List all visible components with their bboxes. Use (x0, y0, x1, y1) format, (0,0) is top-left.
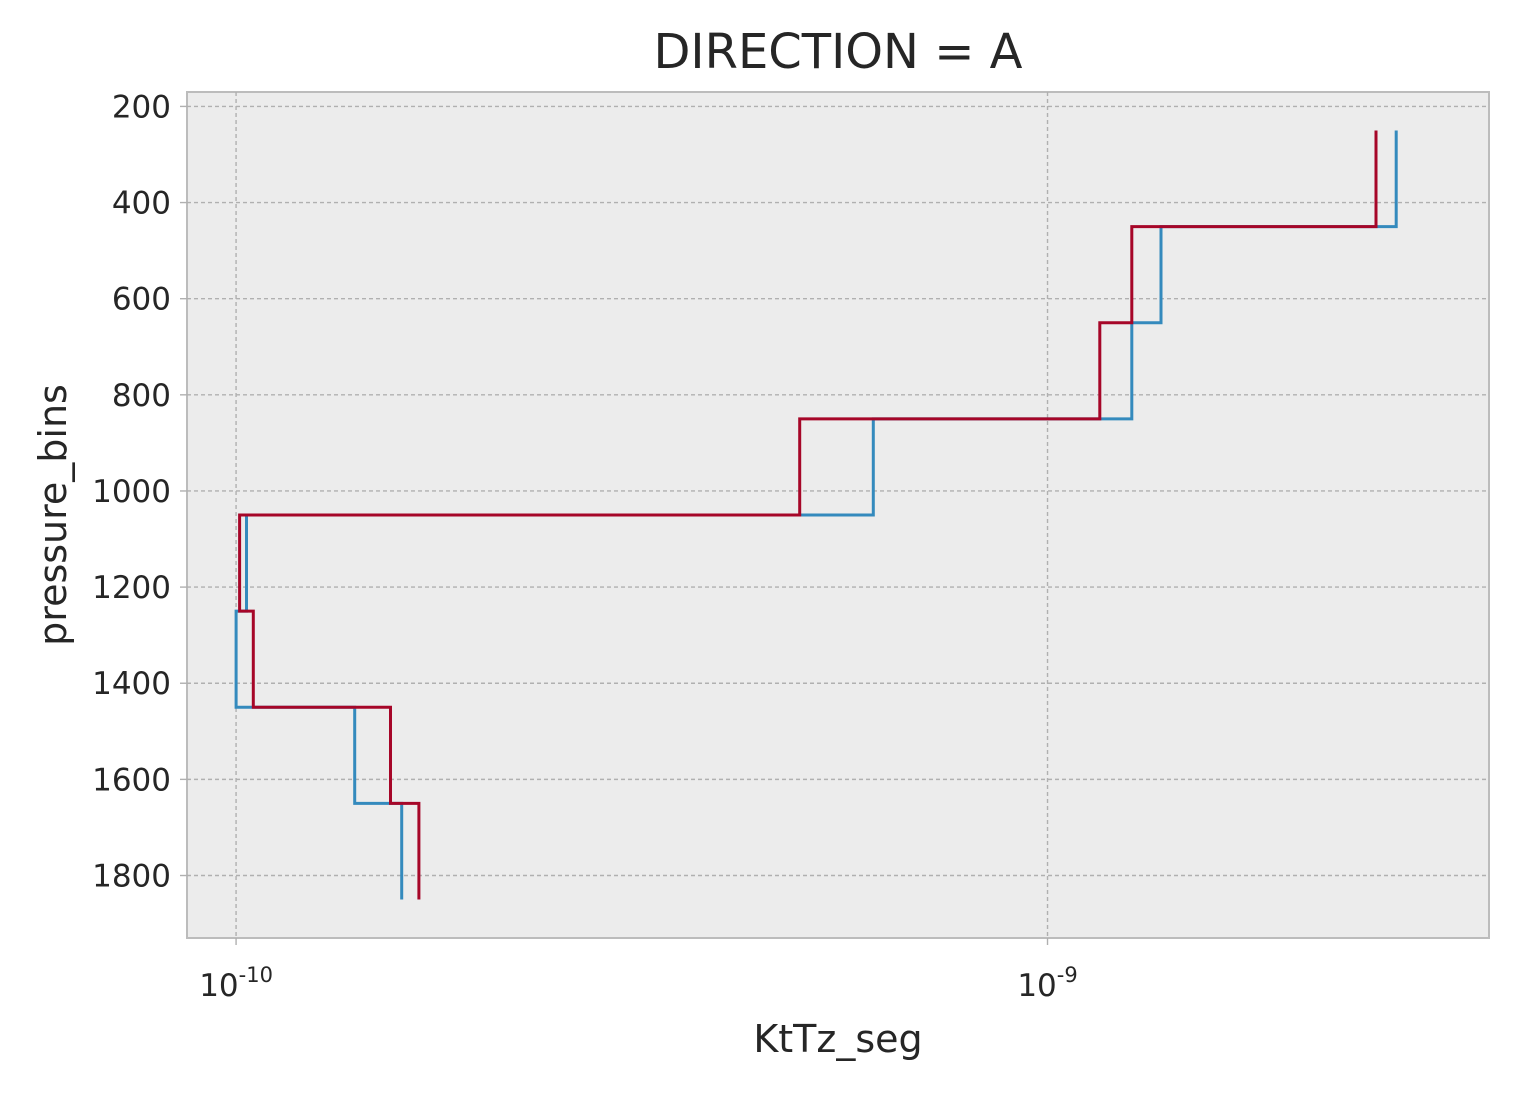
y-tick-label: 1600 (92, 762, 171, 798)
x-tick-exponent: -10 (239, 963, 273, 987)
y-tick-label: 1800 (92, 859, 171, 895)
y-tick-label: 200 (112, 89, 171, 125)
x-tick-label: 10-9 (1017, 963, 1077, 1004)
y-axis-label: pressure_bins (31, 384, 75, 646)
x-tick-label: 10-10 (199, 963, 273, 1004)
x-tick-base: 10 (199, 968, 238, 1004)
y-tick-label: 800 (112, 378, 171, 414)
y-tick-label: 600 (112, 282, 171, 318)
chart-title: DIRECTION = A (653, 24, 1022, 80)
y-tick-label: 1400 (92, 666, 171, 702)
x-tick-exponent: -9 (1057, 963, 1078, 987)
y-tick-label: 1200 (92, 570, 171, 606)
y-tick-label: 1000 (92, 474, 171, 510)
x-tick-base: 10 (1017, 968, 1056, 1004)
x-axis-label: KtTz_seg (753, 1017, 922, 1061)
y-tick-label: 400 (112, 186, 171, 222)
series-line-2 (238, 130, 1378, 900)
grid-layer (187, 92, 1489, 938)
series-layer (234, 130, 1398, 900)
